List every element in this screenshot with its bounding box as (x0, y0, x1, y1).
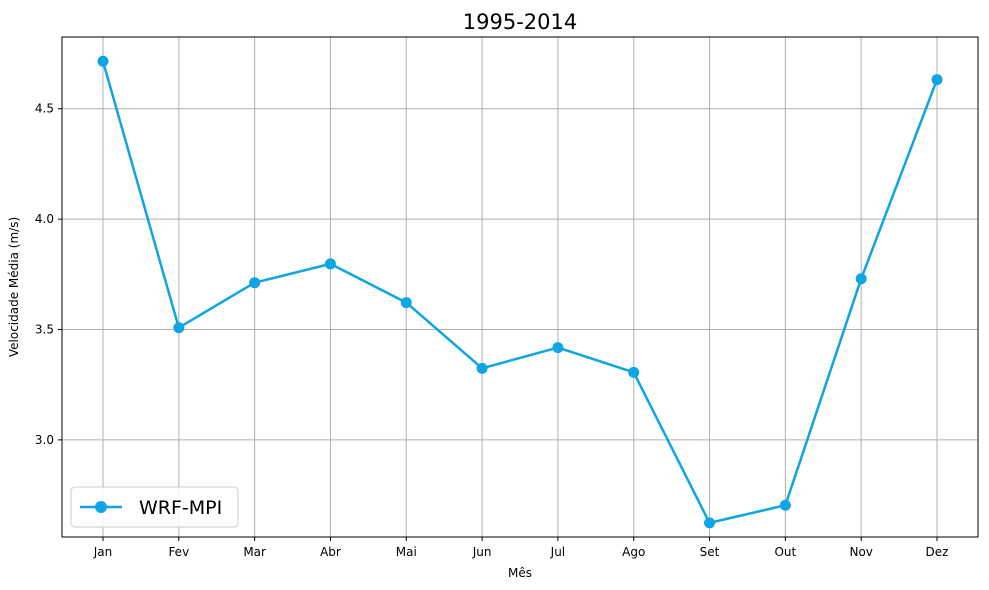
x-tick-label: Dez (926, 545, 949, 559)
x-axis-label: Mês (508, 566, 532, 580)
data-point (400, 297, 412, 309)
y-tick-label: 4.5 (35, 102, 54, 116)
series-layer (97, 55, 943, 529)
series-line (101, 60, 939, 525)
data-point (249, 277, 261, 289)
data-point (931, 74, 943, 86)
data-point (628, 366, 640, 378)
chart-title: 1995-2014 (463, 10, 577, 34)
x-tick-label: Nov (849, 545, 872, 559)
x-tick-label: Abr (320, 545, 341, 559)
x-tick-label: Fev (168, 545, 189, 559)
data-point (552, 342, 564, 354)
data-point (324, 258, 336, 270)
legend: WRF-MPI (70, 486, 239, 528)
x-tick-label: Mar (243, 545, 266, 559)
x-tick-label: Mai (396, 545, 417, 559)
x-tick-label: Jul (550, 545, 565, 559)
x-tick-label: Jun (472, 545, 492, 559)
data-point (476, 362, 488, 374)
legend-box (70, 486, 239, 528)
x-tick-label: Ago (622, 545, 645, 559)
legend-label: WRF-MPI (139, 497, 222, 519)
y-axis: 3.0 3.5 4.0 4.5 (35, 102, 62, 447)
plot-frame (61, 36, 979, 538)
legend-marker (95, 501, 107, 513)
x-axis: Jan Fev Mar Abr Mai Jun Jul Ago Set Out Nov Dez (93, 537, 949, 559)
data-point (704, 517, 716, 529)
y-tick-label: 3.0 (35, 433, 54, 447)
y-axis-label: Velocidade Média (m/s) (7, 217, 21, 357)
x-tick-label: Jan (93, 545, 113, 559)
x-tick-label: Set (700, 545, 720, 559)
y-tick-label: 4.0 (35, 212, 54, 226)
grid (62, 37, 978, 537)
data-point (173, 322, 185, 334)
data-point (97, 55, 109, 67)
data-point (779, 499, 791, 511)
data-point (855, 273, 867, 285)
x-tick-label: Out (774, 545, 796, 559)
y-tick-label: 3.5 (35, 322, 54, 336)
